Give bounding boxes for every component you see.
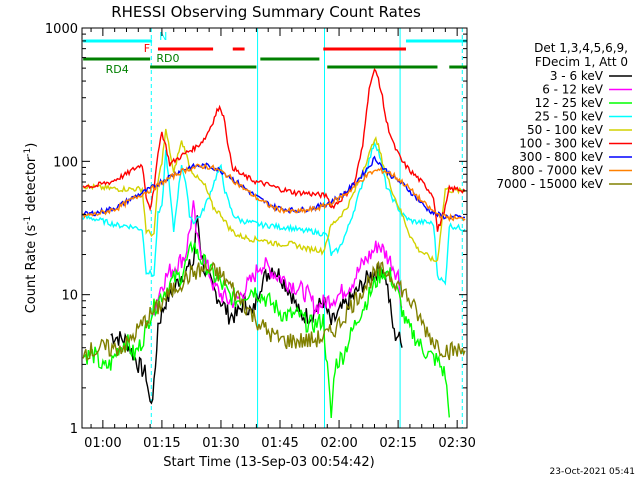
x-tick-label: 01:45 (261, 436, 298, 451)
x-axis-label: Start Time (13-Sep-03 00:54:42) (163, 455, 374, 470)
legend-label: 6 - 12 keV (542, 83, 604, 97)
series-line-8 (82, 260, 466, 362)
legend-label: 300 - 800 keV (519, 150, 603, 164)
vertical-markers (150, 28, 463, 428)
status-bar-label: RD0 (156, 52, 179, 65)
y-tick-label: 1000 (45, 22, 78, 37)
x-tick-label: 02:15 (379, 436, 416, 451)
y-axis-label-sup: -1 (23, 216, 33, 225)
legend-label: 50 - 100 keV (527, 123, 604, 137)
series-line-5 (82, 67, 466, 232)
x-tick-label: 01:15 (143, 436, 180, 451)
legend: Det 1,3,4,5,6,9, FDecim 1, Att 0 3 - 6 k… (496, 41, 632, 191)
legend-label: 25 - 50 keV (535, 110, 604, 124)
y-axis-label-main: Count Rate (s (24, 225, 39, 314)
y-tick-label: 1 (70, 422, 78, 437)
y-axis: 1 10 100 1000 (45, 22, 467, 437)
y-axis-label-end: ) (24, 143, 39, 148)
status-bar-label: RD4 (106, 63, 129, 76)
date-stamp: 23-Oct-2021 05:41 (550, 467, 635, 477)
status-bar-label: N (159, 30, 167, 43)
chart-title: RHESSI Observing Summary Count Rates (111, 3, 421, 21)
plot-frame (81, 27, 468, 429)
y-axis-label: Count Rate (s-1 detector-1) (23, 143, 39, 314)
y-axis-label-tail: detector (24, 156, 39, 216)
legend-header-line-1: Det 1,3,4,5,6,9, (534, 41, 628, 55)
series-line-3 (82, 140, 466, 286)
y-axis-label-sup-2: -1 (23, 148, 33, 157)
series-line-6 (82, 155, 466, 221)
series-line-4 (82, 128, 466, 263)
x-tick-label: 01:00 (84, 436, 121, 451)
legend-header-line-2: FDecim 1, Att 0 (535, 55, 628, 69)
legend-label: 3 - 6 keV (550, 69, 604, 83)
x-tick-label: 02:00 (320, 436, 357, 451)
legend-label: 800 - 7000 keV (512, 164, 604, 178)
status-bar-label: F (144, 42, 150, 55)
series-layer (82, 67, 466, 419)
status-bars: NF RD0 RD4 (83, 30, 467, 76)
legend-label: 12 - 25 keV (535, 96, 604, 110)
x-axis: 01:00 01:15 01:30 01:45 02:00 02:15 02:30 (84, 28, 476, 451)
legend-label: 7000 - 15000 keV (496, 177, 603, 191)
x-tick-label: 01:30 (202, 436, 239, 451)
x-tick-label: 02:30 (438, 436, 475, 451)
series-line-7 (82, 162, 466, 223)
y-tick-label: 100 (53, 155, 78, 170)
legend-label: 100 - 300 keV (519, 137, 603, 151)
y-tick-label: 10 (61, 289, 78, 304)
